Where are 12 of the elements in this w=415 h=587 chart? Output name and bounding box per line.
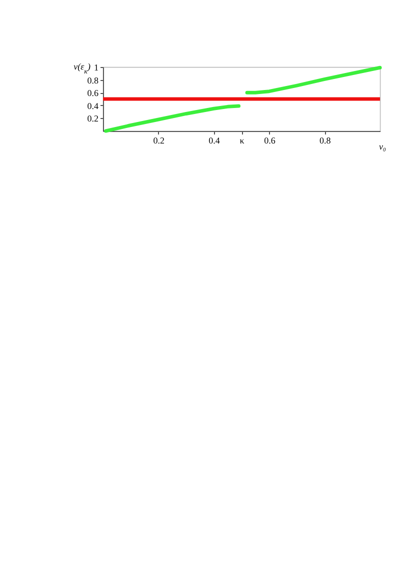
y-tick-label: 0.8 (87, 75, 99, 86)
y-tick-label: 1 (94, 62, 98, 72)
x-tick-label: κ (240, 136, 245, 146)
y-tick-label: 0.2 (87, 114, 98, 124)
y-tick-label: 0.6 (87, 88, 99, 98)
x-tick-label: 0.6 (264, 136, 276, 146)
x-tick-label: 0.2 (153, 136, 165, 146)
y-tick-label: 0.4 (87, 100, 99, 111)
x-tick-label: 0.4 (208, 136, 220, 146)
x-axis-title: ν₀ (378, 142, 386, 152)
x-tick-label: 0.8 (319, 136, 332, 146)
y-axis-title: ν(ε$_{κ}$) (74, 62, 90, 76)
